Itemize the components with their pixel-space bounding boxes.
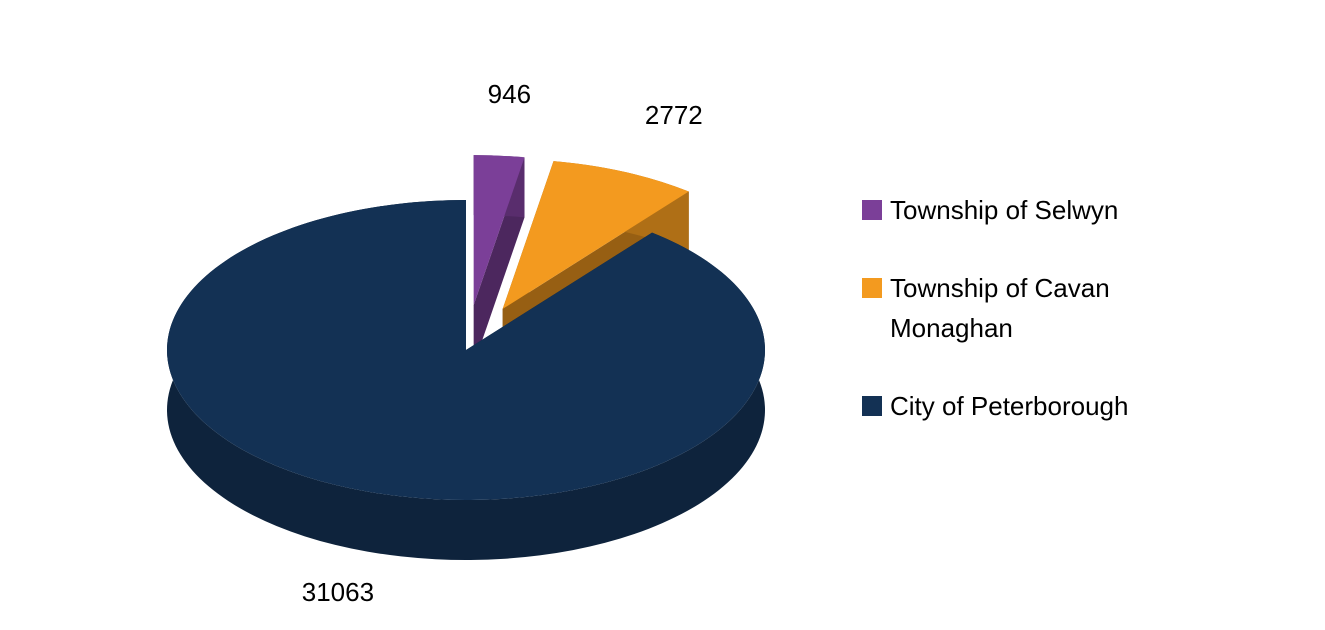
slice bbox=[502, 161, 689, 309]
legend-item: Township of Selwyn bbox=[862, 190, 1192, 230]
legend: Township of Selwyn Township of Cavan Mona… bbox=[862, 190, 1192, 464]
slice bbox=[473, 155, 525, 306]
data-label: 31063 bbox=[302, 577, 374, 607]
legend-label: Township of Selwyn bbox=[890, 195, 1119, 225]
legend-label: Township of Cavan Monaghan bbox=[890, 273, 1110, 343]
data-label: 2772 bbox=[645, 100, 703, 130]
legend-item: Township of Cavan Monaghan bbox=[862, 268, 1192, 348]
legend-label: City of Peterborough bbox=[890, 391, 1129, 421]
legend-swatch bbox=[862, 396, 882, 416]
data-label: 946 bbox=[488, 79, 531, 109]
slice bbox=[166, 200, 766, 501]
legend-swatch bbox=[862, 200, 882, 220]
legend-swatch bbox=[862, 278, 882, 298]
legend-item: City of Peterborough bbox=[862, 386, 1192, 426]
chart: 946 2772 31063 bbox=[166, 79, 766, 607]
